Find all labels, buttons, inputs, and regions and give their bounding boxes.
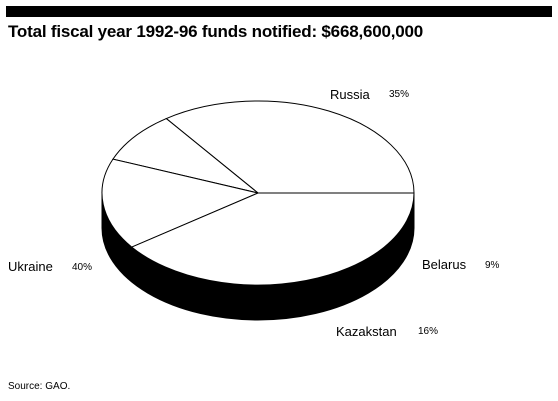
chart-title: Total fiscal year 1992-96 funds notified… — [8, 22, 424, 41]
top-rule — [6, 6, 552, 17]
slice-label-russia: Russia — [330, 87, 371, 102]
pie-slices — [101, 100, 415, 286]
pie-slice-ukraine — [130, 192, 415, 286]
slice-pct-ukraine: 40% — [72, 262, 92, 273]
pie-slice-russia — [165, 100, 415, 194]
slice-pct-russia: 35% — [389, 89, 409, 100]
slice-pct-kazakstan: 16% — [418, 326, 438, 337]
slice-label-kazakstan: Kazakstan — [336, 324, 397, 339]
slice-pct-belarus: 9% — [485, 260, 500, 271]
pie-labels: Russia 35% Belarus 9% Kazakstan 16% Ukra… — [8, 87, 500, 339]
pie-slice-kazakstan — [101, 158, 260, 248]
pie-slice-belarus — [112, 117, 259, 194]
slice-label-ukraine: Ukraine — [8, 259, 53, 274]
source-note: Source: GAO. — [8, 381, 71, 392]
slice-label-belarus: Belarus — [422, 257, 467, 272]
